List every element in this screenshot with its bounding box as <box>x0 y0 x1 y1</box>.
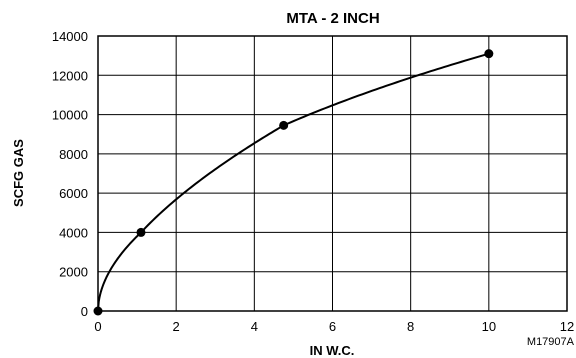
x-tick-label: 0 <box>94 319 101 334</box>
x-axis-label: IN W.C. <box>310 343 355 358</box>
data-point <box>484 49 494 59</box>
y-axis-label: SCFG GAS <box>11 139 26 207</box>
x-tick-label: 8 <box>407 319 414 334</box>
y-tick-label: 6000 <box>59 186 88 201</box>
y-tick-label: 2000 <box>59 265 88 280</box>
series-points <box>93 49 494 316</box>
y-tick-label: 8000 <box>59 147 88 162</box>
chart-title: MTA - 2 INCH <box>286 10 379 27</box>
plot-frame <box>97 35 568 312</box>
y-tick-label: 12000 <box>52 68 88 83</box>
x-tick-label: 2 <box>173 319 180 334</box>
grid <box>98 36 567 311</box>
x-tick-label: 10 <box>482 319 496 334</box>
y-tick-label: 4000 <box>59 225 88 240</box>
x-tick-label: 12 <box>560 319 574 334</box>
series-line <box>97 52 490 312</box>
data-point <box>93 306 103 316</box>
y-tick-label: 14000 <box>52 29 88 44</box>
data-point <box>279 120 289 130</box>
x-tick-label: 4 <box>251 319 258 334</box>
y-tick-labels: 0 2000 4000 6000 8000 10000 12000 14000 <box>52 29 88 319</box>
x-tick-labels: 0 2 4 6 8 10 12 <box>94 319 574 334</box>
y-tick-label: 10000 <box>52 108 88 123</box>
figure-code: M17907A <box>527 336 575 348</box>
data-point <box>136 227 146 237</box>
y-tick-label: 0 <box>81 304 88 319</box>
x-tick-label: 6 <box>329 319 336 334</box>
